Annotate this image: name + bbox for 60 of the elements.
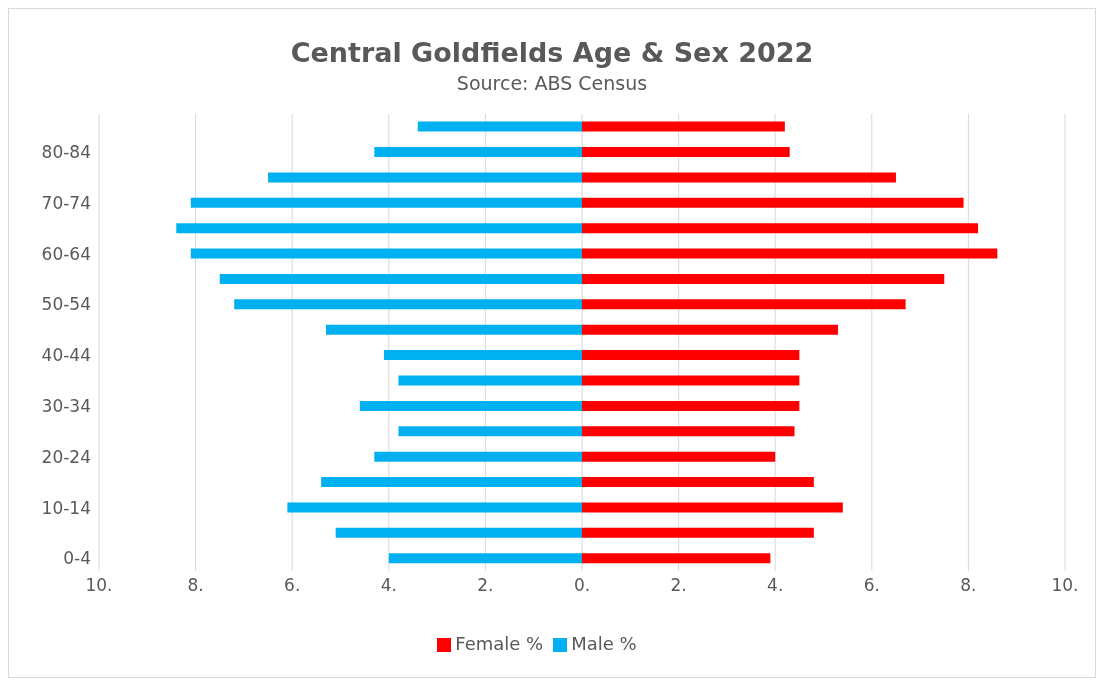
y-tick-label: 70-74 [41,192,91,213]
bar [234,299,582,310]
bar [219,273,582,284]
bar [582,350,800,361]
legend-label: Female % [455,633,544,654]
x-tick-label: 8. [960,575,977,596]
bar [190,248,582,259]
chart-title: Central Goldfields Age & Sex 2022 [289,37,815,68]
legend-label: Male % [571,633,637,654]
y-tick-label: 10-14 [41,497,91,518]
bar [582,273,945,284]
bar [582,426,795,437]
bar [388,553,582,564]
x-tick-label: 8. [187,575,204,596]
bar [582,121,785,132]
x-tick-label: 4. [767,575,784,596]
y-tick-label: 0-4 [63,548,91,569]
bar [582,477,814,488]
bar [374,451,582,462]
bar [335,527,582,538]
bar [582,197,964,208]
y-tick-label: 50-54 [41,294,91,315]
y-tick-label: 30-34 [41,396,91,417]
bar [582,299,906,310]
x-tick-label: 0. [573,575,591,596]
bar [321,477,582,488]
x-tick-label: 10. [85,575,113,596]
x-tick-label: 6. [284,575,301,596]
y-tick-label: 80-84 [41,142,91,163]
bar [268,172,582,183]
x-tick-label: 2. [477,575,494,596]
x-tick-label: 6. [863,575,880,596]
bar [582,375,800,386]
bar [359,400,582,411]
bar [190,197,582,208]
bar [398,426,582,437]
bar [398,375,582,386]
x-tick-label: 2. [670,575,687,596]
y-tick-label: 20-24 [41,446,91,467]
bar [582,172,896,183]
bar [326,324,582,335]
bar [383,350,582,361]
bar [176,223,582,234]
bar [582,223,979,234]
bar [374,147,582,158]
bar [582,147,790,158]
bar [582,527,814,538]
bar [582,400,800,411]
bar [287,502,582,513]
x-tick-label: 4. [380,575,397,596]
bar [582,553,771,564]
bar [582,502,843,513]
y-tick-label: 60-64 [41,243,91,264]
bar [582,451,776,462]
chart-subtitle: Source: ABS Census [455,72,649,94]
bar [582,248,998,259]
bar [582,324,838,335]
bar [417,121,582,132]
x-tick-label: 10. [1051,575,1079,596]
y-tick-label: 40-44 [41,345,91,366]
